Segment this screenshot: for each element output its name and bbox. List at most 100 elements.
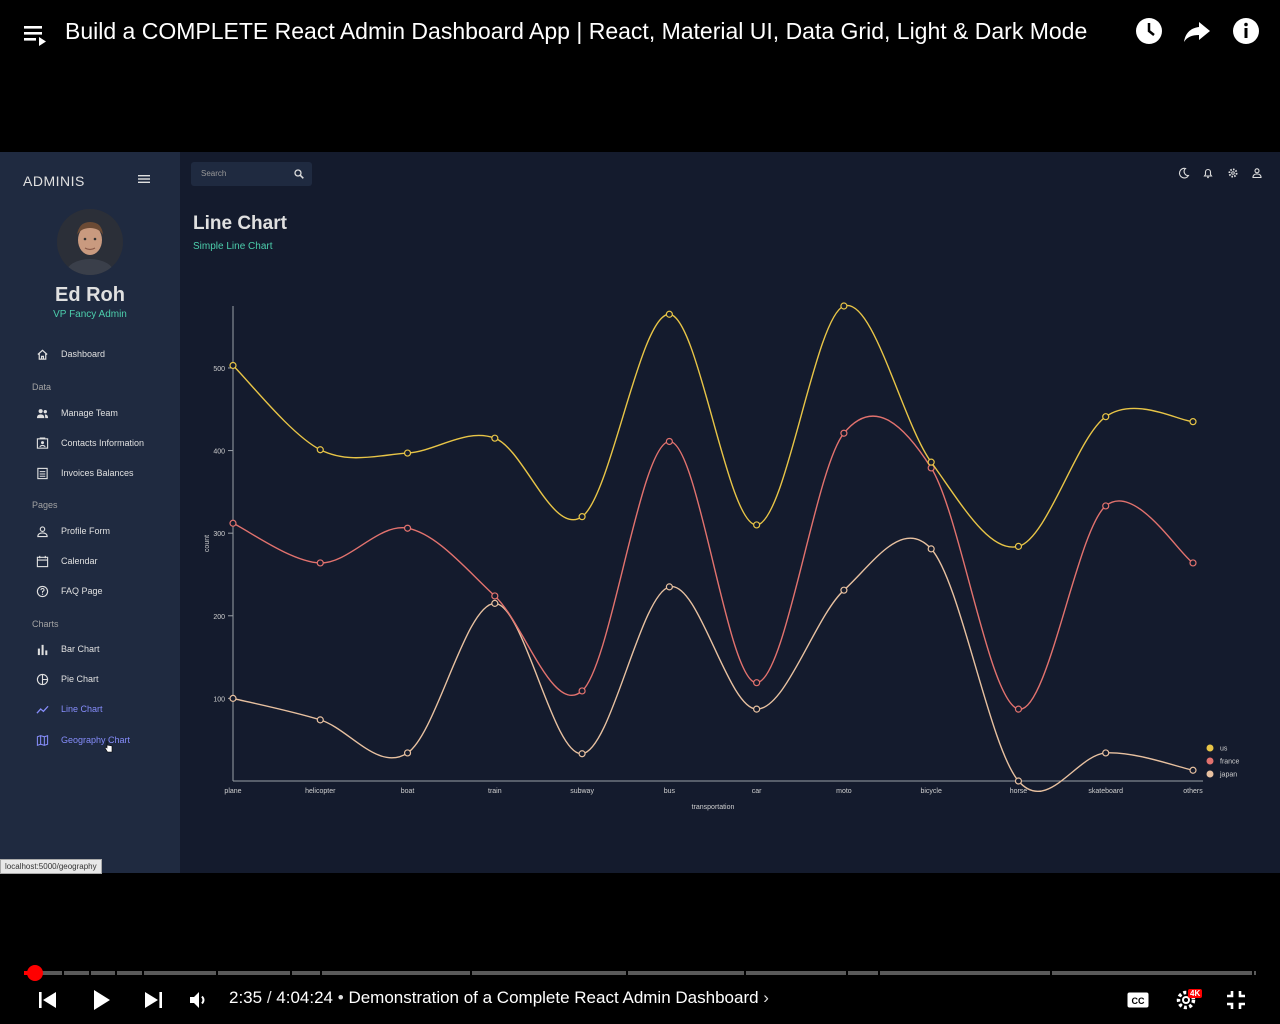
sidebar-item-invoices[interactable]: Invoices Balances [36,465,134,481]
progress-chapter-segment[interactable] [117,971,142,975]
help-icon [36,585,49,598]
progress-chapter-segment[interactable] [144,971,216,975]
map-icon [36,734,49,747]
captions-icon[interactable]: CC [1126,988,1150,1012]
search-icon[interactable] [294,169,304,179]
progress-chapter-segment[interactable] [848,971,878,975]
y-axis-label: count [204,535,211,552]
sidebar-item-calendar[interactable]: Calendar [36,553,98,569]
data-point-japan [492,600,498,606]
user-profile-icon[interactable] [1251,167,1263,179]
data-point-japan [754,706,760,712]
notifications-icon[interactable] [1202,167,1214,179]
search-placeholder: Search [201,169,226,178]
progress-chapter-segment[interactable] [880,971,1050,975]
data-point-france [317,560,323,566]
dark-mode-icon[interactable] [1178,167,1190,179]
avatar [57,209,123,275]
mouse-cursor-icon [104,740,114,753]
sidebar-item-label: Pie Chart [61,674,99,684]
next-icon[interactable] [141,988,165,1012]
settings-icon[interactable] [1227,167,1239,179]
sidebar-item-manage-team[interactable]: Manage Team [36,405,118,421]
contacts-icon [36,437,49,450]
data-point-france [230,520,236,526]
data-point-france [405,525,411,531]
progress-chapter-segment[interactable] [91,971,115,975]
progress-chapter-segment[interactable] [218,971,290,975]
sidebar-item-geography-chart[interactable]: Geography Chart [36,732,130,748]
video-progress-bar[interactable] [24,971,1258,975]
data-point-us [492,435,498,441]
exit-fullscreen-icon[interactable] [1224,988,1248,1012]
duration: 4:04:24 [276,988,333,1007]
menu-toggle-icon[interactable] [138,174,150,184]
x-tick-label: bicycle [920,788,942,795]
progress-chapter-segment[interactable] [322,971,470,975]
x-tick-label: others [1183,788,1203,795]
y-tick-label: 300 [213,531,225,538]
data-point-japan [1103,750,1109,756]
team-icon [36,407,49,420]
page-subtitle: Simple Line Chart [193,241,272,252]
progress-chapter-segment[interactable] [64,971,89,975]
sidebar-item-bar-chart[interactable]: Bar Chart [36,641,100,657]
sidebar-item-label: Geography Chart [61,735,130,745]
sidebar-item-label: Calendar [61,556,98,566]
legend-label-us: us [1220,746,1228,753]
playlist-icon[interactable] [22,20,50,48]
section-label-pages: Pages [32,500,58,510]
play-icon[interactable] [89,988,113,1012]
progress-chapter-segment[interactable] [746,971,846,975]
data-point-us [841,303,847,309]
bar-chart-icon [36,643,49,656]
data-point-france [492,593,498,599]
person-icon [36,525,49,538]
data-point-japan [666,584,672,590]
data-point-us [754,522,760,528]
status-bar-url: localhost:5000/geography [0,859,102,874]
progress-chapter-segment[interactable] [472,971,626,975]
legend-label-japan: japan [1219,772,1237,779]
progress-scrubber[interactable] [27,965,43,981]
chapter-title[interactable]: Demonstration of a Complete React Admin … [348,988,758,1007]
sidebar-item-contacts[interactable]: Contacts Information [36,435,144,451]
current-time: 2:35 [229,988,262,1007]
series-line-japan [233,538,1193,791]
home-icon [36,348,49,361]
progress-chapter-segment[interactable] [1254,971,1256,975]
x-tick-label: boat [401,788,415,795]
data-point-us [1015,543,1021,549]
sidebar-item-pie-chart[interactable]: Pie Chart [36,671,99,687]
line-chart[interactable]: 100 200 300 400 500 plane helicopter boat train s… [180,292,1280,822]
sidebar-item-line-chart[interactable]: Line Chart [36,701,103,717]
data-point-japan [1190,767,1196,773]
watch-later-icon[interactable] [1134,16,1164,46]
info-icon[interactable] [1231,16,1261,46]
section-label-charts: Charts [32,619,59,629]
data-point-us [317,447,323,453]
x-tick-label: train [488,788,502,795]
brand-logo: ADMINIS [23,173,85,189]
progress-chapter-segment[interactable] [628,971,744,975]
sidebar-item-dashboard[interactable]: Dashboard [36,346,105,362]
previous-icon[interactable] [36,988,60,1012]
line-chart-icon [36,703,49,716]
sidebar-item-label: FAQ Page [61,586,103,596]
sidebar-item-faq[interactable]: FAQ Page [36,583,103,599]
progress-chapter-segment[interactable] [1052,971,1252,975]
sidebar-item-profile-form[interactable]: Profile Form [36,523,110,539]
progress-chapter-segment[interactable] [292,971,320,975]
volume-icon[interactable] [187,988,211,1012]
data-point-france [1015,706,1021,712]
video-title[interactable]: Build a COMPLETE React Admin Dashboard A… [65,18,1087,45]
time-display: 2:35 / 4:04:24 • Demonstration of a Comp… [229,988,769,1008]
series-line-france [233,416,1193,709]
data-point-us [1190,419,1196,425]
share-icon[interactable] [1182,16,1212,46]
x-tick-label: car [752,788,762,795]
x-tick-label: skateboard [1088,788,1123,795]
y-tick-label: 100 [213,696,225,703]
search-bar[interactable]: Search [191,162,312,186]
calendar-icon [36,555,49,568]
